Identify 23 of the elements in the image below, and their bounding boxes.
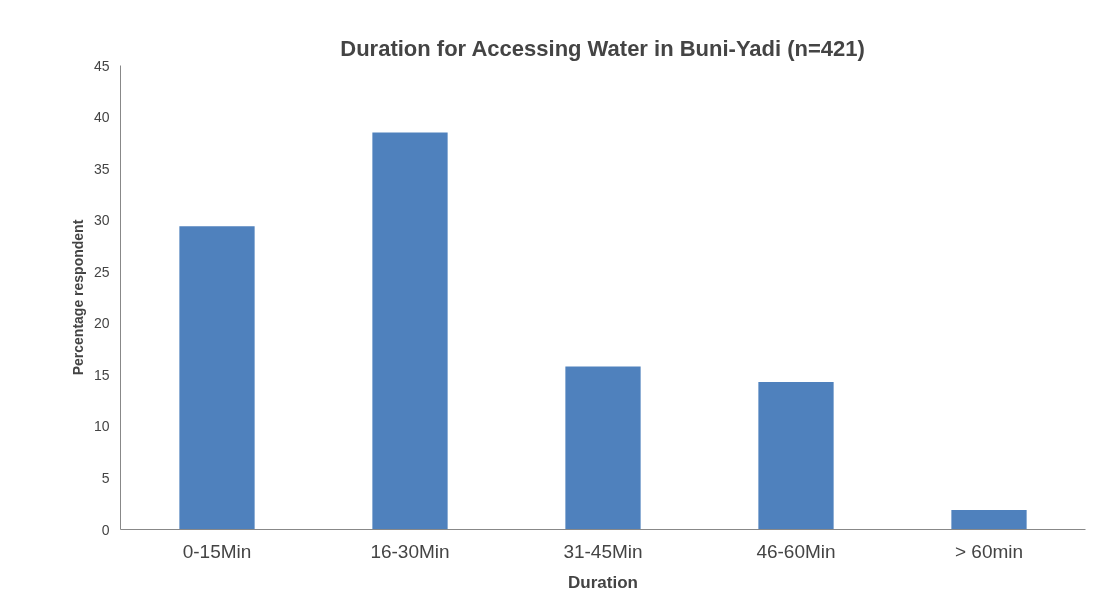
bar: [179, 226, 255, 530]
y-tick-label: 35: [93, 160, 110, 177]
y-tick-label: 10: [93, 418, 110, 435]
y-tick-label: 30: [93, 212, 110, 229]
y-tick-label: 40: [93, 109, 110, 126]
x-tick-label: 31-45Min: [563, 540, 643, 562]
x-tick-label: 0-15Min: [182, 540, 252, 562]
x-axis-title: Duration: [568, 572, 638, 592]
x-tick-label: > 60min: [954, 540, 1024, 562]
y-tick-label: 5: [101, 469, 110, 486]
bar: [372, 132, 448, 530]
y-tick-label: 0: [101, 521, 110, 538]
x-tick-label: 16-30Min: [370, 540, 450, 562]
y-tick-label: 25: [93, 263, 110, 280]
y-axis-title: Percentage respondent: [69, 219, 86, 376]
x-tick-label: 46-60Min: [756, 540, 836, 562]
y-tick-label: 45: [93, 57, 110, 74]
bar: [565, 366, 641, 530]
chart-title: Duration for Accessing Water in Buni-Yadi (n=421): [340, 35, 865, 61]
bar: [758, 382, 834, 530]
y-tick-label: 20: [93, 315, 110, 332]
y-tick-label: 15: [93, 366, 110, 383]
bar: [951, 509, 1027, 530]
